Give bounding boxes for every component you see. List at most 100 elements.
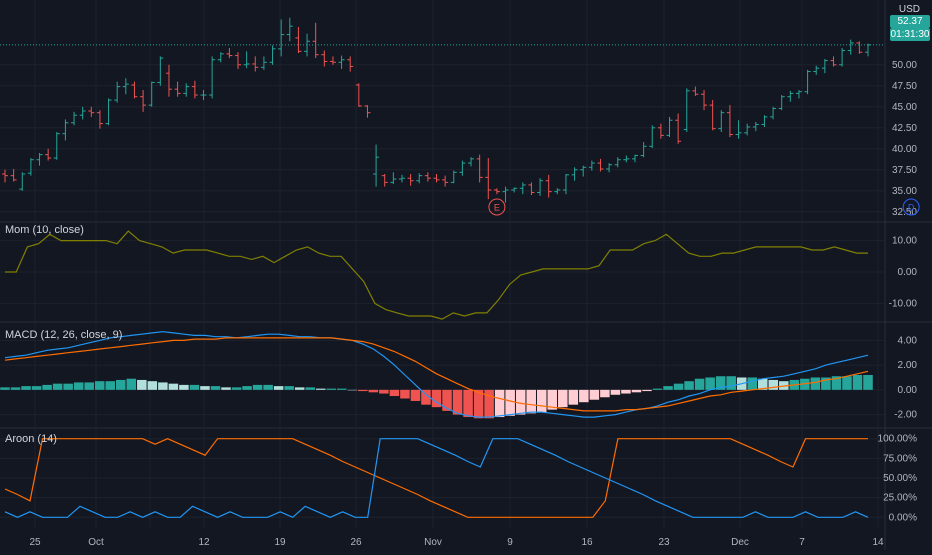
macd-histogram-bar	[810, 377, 821, 390]
macd-histogram-bar	[52, 383, 63, 390]
countdown-tag: 01:31:30	[890, 28, 930, 41]
ohlc-bar	[761, 115, 768, 127]
x-tick-label: 26	[350, 537, 362, 548]
ohlc-bar	[623, 155, 630, 163]
ohlc-bar	[718, 110, 725, 132]
x-tick-label: Oct	[88, 537, 104, 548]
macd-histogram-bar	[31, 386, 42, 390]
macd-histogram-bar	[126, 378, 137, 390]
ohlc-bar	[321, 50, 328, 67]
macd-histogram-bar	[726, 376, 736, 390]
macd-histogram-bar	[84, 382, 94, 390]
ohlc-bar	[338, 55, 345, 69]
ohlc-bar	[735, 120, 742, 139]
ohlc-bar	[675, 113, 682, 144]
macd-series-line	[4, 331, 869, 418]
ohlc-bar	[200, 90, 207, 101]
macd-histogram-bar	[189, 384, 200, 390]
macd-histogram-bar	[515, 389, 526, 415]
macd-histogram-bar	[484, 389, 494, 419]
ohlc-bar	[502, 186, 509, 203]
macd-histogram-bar	[652, 388, 663, 390]
macd-histogram-bar	[452, 389, 463, 415]
ohlc-bar	[148, 81, 155, 107]
macd-series-line	[4, 337, 869, 412]
ohlc-bar	[36, 153, 43, 166]
macd-histogram-bar	[831, 376, 842, 390]
macd-histogram-bar	[410, 389, 421, 401]
last-price-tag: 52.37	[890, 15, 930, 28]
ohlc-bar	[571, 167, 578, 181]
ohlc-bar	[45, 148, 52, 161]
macd-histogram-bar	[526, 389, 536, 414]
macd-histogram-bar	[242, 386, 252, 390]
macd-histogram-bar	[94, 381, 105, 390]
ohlc-bar	[114, 81, 121, 103]
ohlc-bar	[476, 154, 483, 183]
ohlc-bar	[847, 39, 854, 55]
ohlc-bar	[519, 182, 526, 195]
macd-histogram-bar	[358, 389, 368, 392]
macd-histogram-bar	[715, 376, 726, 390]
macd-histogram-bar	[42, 384, 52, 390]
macd-histogram-bar	[400, 389, 410, 399]
currency-label: USD	[898, 4, 920, 15]
ohlc-bar	[433, 174, 440, 183]
macd-histogram-bar	[294, 387, 305, 390]
macd-histogram-bar	[568, 389, 579, 405]
macd-histogram-bar	[757, 378, 768, 390]
macd-histogram-bar	[0, 387, 10, 390]
ohlc-bar	[778, 95, 785, 111]
macd-histogram-bar	[105, 381, 116, 390]
dividend-marker	[902, 198, 920, 216]
ohlc-bar	[165, 64, 172, 97]
macd-histogram-bar	[684, 381, 694, 390]
macd-histogram-bar	[63, 383, 73, 390]
ohlc-bar	[795, 90, 802, 99]
x-tick-label: Nov	[424, 537, 442, 548]
ohlc-bar	[407, 174, 414, 186]
ohlc-bar	[493, 188, 500, 195]
ohlc-bar	[381, 174, 388, 187]
macd-histogram-bar	[168, 383, 179, 390]
ohlc-bar	[614, 157, 621, 168]
price-y-tick-label: 45.00	[892, 102, 917, 113]
macd-histogram-bar	[73, 382, 84, 390]
macd-histogram-bar	[663, 386, 673, 390]
ohlc-bar	[692, 86, 699, 96]
macd-histogram-bar	[600, 389, 610, 398]
ohlc-bar	[373, 144, 380, 187]
ohlc-bar	[856, 41, 863, 54]
ohlc-bar	[209, 56, 216, 99]
ohlc-bar	[131, 81, 138, 99]
macd-histogram-bar	[494, 389, 505, 418]
macd-histogram-bar	[21, 386, 31, 390]
macd-histogram-bar	[179, 384, 189, 390]
ohlc-bar	[770, 106, 777, 120]
macd-histogram-bar	[863, 375, 873, 390]
aroon-y-tick-label: 0.00%	[889, 512, 917, 523]
macd-y-tick-label: 2.00	[898, 360, 918, 371]
macd-histogram-bar	[442, 389, 452, 411]
ohlc-bar	[649, 125, 656, 148]
macd-histogram-bar	[547, 389, 558, 410]
ohlc-bar	[174, 81, 181, 97]
ohlc-bar	[657, 123, 664, 139]
macd-histogram-bar	[389, 389, 400, 397]
ohlc-bar	[347, 56, 354, 72]
macd-histogram-bar	[305, 387, 315, 390]
ohlc-bar	[545, 174, 552, 198]
price-y-tick-label: 50.00	[892, 60, 917, 71]
x-tick-label: 14	[872, 537, 884, 548]
ohlc-bar	[606, 163, 613, 173]
macd-histogram-bar	[642, 389, 652, 392]
ohlc-bar	[217, 52, 224, 63]
aroon-y-tick-label: 50.00%	[883, 473, 917, 484]
macd-histogram-bar	[10, 387, 21, 390]
macd-histogram-bar	[147, 381, 158, 390]
ohlc-bar	[105, 98, 112, 126]
ohlc-bar	[71, 111, 78, 126]
aroon-y-tick-label: 75.00%	[883, 453, 917, 464]
